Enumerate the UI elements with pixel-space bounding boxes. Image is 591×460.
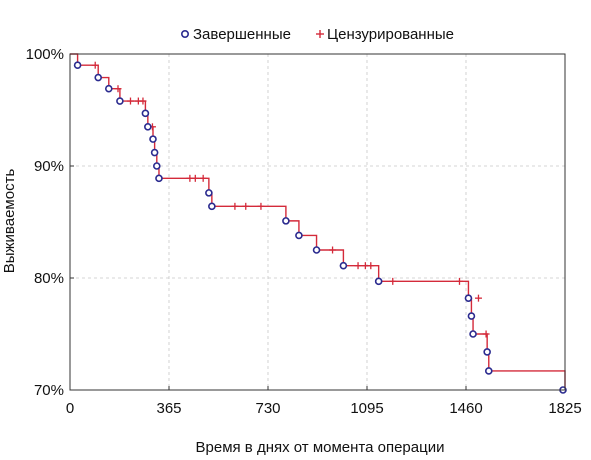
completed-marker: [149, 135, 157, 143]
censored-marker: [389, 277, 397, 285]
censored-marker: [114, 85, 122, 93]
censored-marker: [367, 262, 375, 270]
censored-marker: [242, 202, 250, 210]
legend-label-censored: Цензурированные: [327, 26, 454, 43]
completed-marker: [152, 162, 161, 170]
censored-marker: [474, 294, 482, 302]
completed-marker: [141, 109, 150, 118]
censored-marker: [354, 262, 362, 270]
y-tick-label: 70%: [34, 382, 64, 399]
censored-marker: [231, 202, 239, 210]
completed-marker: [467, 312, 476, 320]
completed-marker: [464, 294, 473, 302]
completed-marker: [150, 148, 159, 157]
legend-marker-completed-icon: [181, 29, 190, 38]
markers-layer: [73, 61, 567, 394]
x-tick-label: 365: [156, 400, 181, 417]
completed-marker: [116, 97, 124, 105]
x-tick-label: 1095: [350, 400, 383, 417]
censored-marker: [455, 277, 463, 285]
survival-curve-layer: [70, 53, 566, 390]
plot-frame: [69, 53, 566, 391]
completed-marker: [282, 217, 290, 225]
censored-marker: [482, 330, 490, 338]
y-tick-label: 90%: [34, 158, 64, 175]
legend-label-completed: Завершенные: [193, 26, 291, 43]
censored-marker: [126, 97, 134, 105]
x-tick-label: 730: [255, 400, 280, 417]
censored-marker: [139, 97, 147, 105]
completed-marker: [73, 61, 82, 69]
x-tick-label: 1825: [548, 400, 581, 417]
completed-marker: [205, 189, 213, 197]
censored-marker: [199, 174, 207, 182]
completed-marker: [484, 367, 493, 375]
completed-marker: [155, 174, 163, 183]
censored-marker: [329, 246, 337, 254]
completed-marker: [374, 277, 383, 286]
completed-marker: [295, 231, 303, 240]
y-axis-title: Выживаемость: [1, 169, 18, 274]
censored-marker: [191, 174, 199, 182]
x-axis-title: Время в днях от момента операции: [196, 439, 445, 456]
completed-marker: [104, 84, 113, 93]
y-tick-label: 100%: [26, 46, 64, 63]
completed-marker: [469, 330, 477, 338]
gridlines: [70, 54, 565, 390]
completed-marker: [208, 202, 216, 211]
legend-marker-censored-icon: [316, 30, 324, 38]
completed-marker: [144, 123, 152, 131]
x-tick-label: 1460: [449, 400, 482, 417]
completed-marker: [483, 348, 491, 356]
completed-marker: [339, 261, 348, 270]
axis-ticks: 0 365 730 1095 1460 1825 70% 80% 90% 100%: [26, 46, 582, 417]
legend: Завершенные Цензурированные: [181, 26, 454, 43]
survival-curve: [70, 53, 566, 390]
x-tick-label: 0: [66, 400, 74, 417]
censored-marker: [257, 202, 265, 210]
censored-marker: [91, 61, 99, 69]
completed-marker: [312, 246, 321, 254]
completed-marker: [94, 73, 103, 82]
y-tick-label: 80%: [34, 270, 64, 287]
